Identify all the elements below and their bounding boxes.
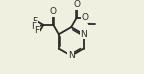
Text: O: O (82, 13, 89, 22)
Text: N: N (68, 51, 75, 60)
Text: F: F (31, 22, 37, 31)
Text: O: O (73, 0, 80, 9)
Text: O: O (50, 7, 57, 16)
Text: F: F (32, 17, 37, 26)
Text: F: F (34, 26, 40, 35)
Text: N: N (80, 30, 87, 39)
